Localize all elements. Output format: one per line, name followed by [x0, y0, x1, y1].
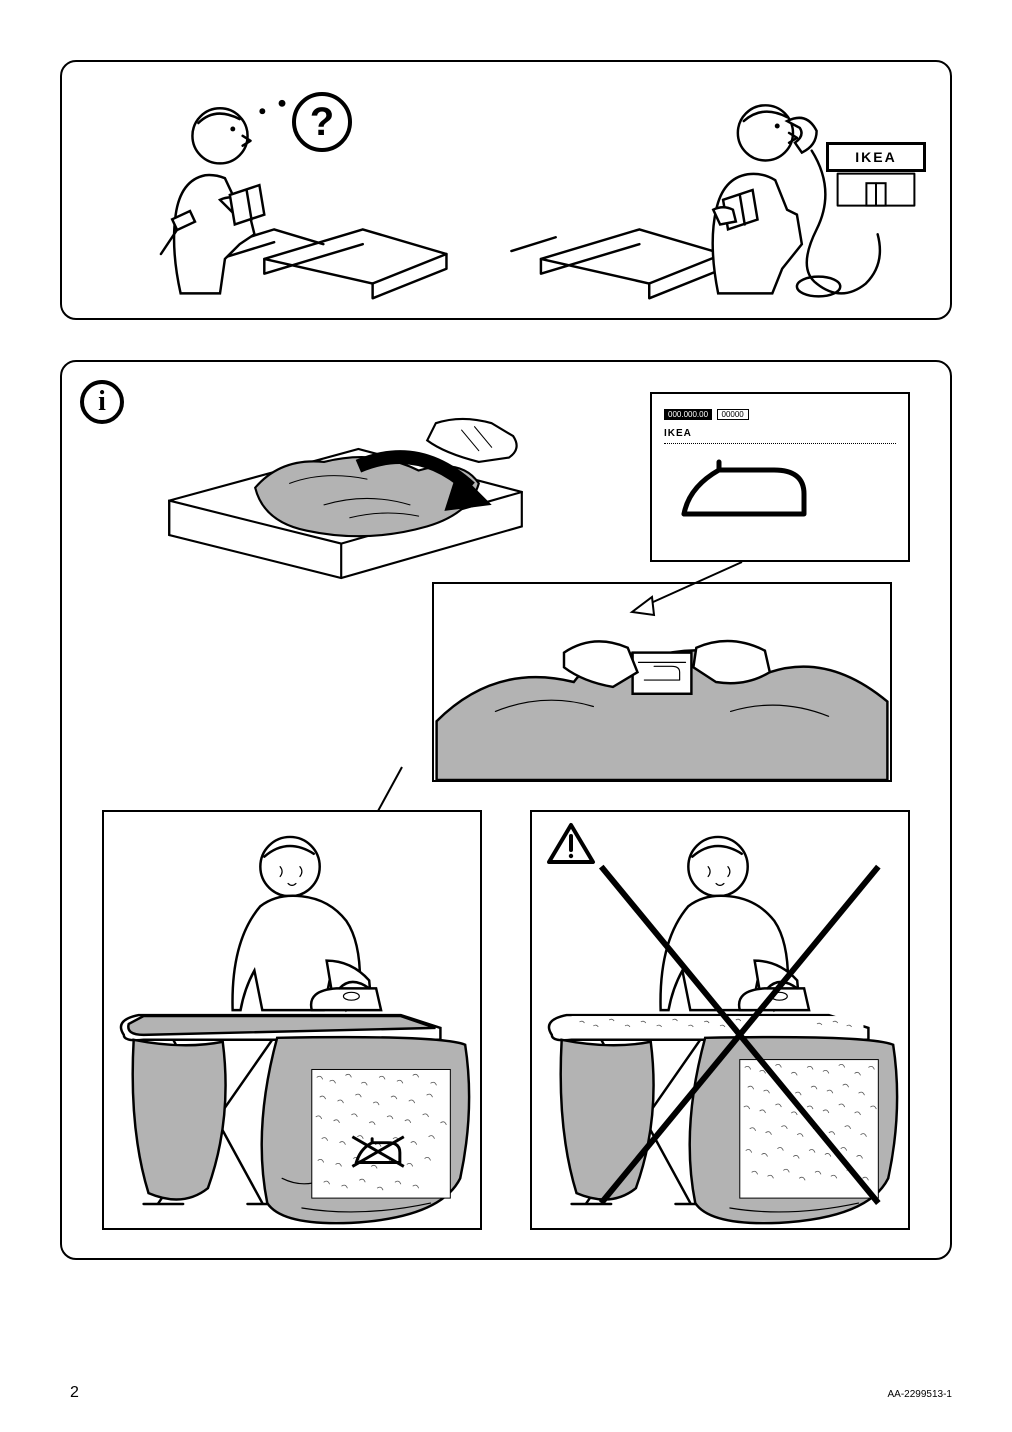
instruction-page: ?: [0, 0, 1012, 1432]
lot-number: 00000: [717, 409, 749, 420]
care-panel: i 000.000.00 00000 IKEA: [60, 360, 952, 1260]
tag-brand: IKEA: [664, 428, 896, 439]
ironing-wrong: [530, 810, 910, 1230]
page-number: 2: [70, 1384, 79, 1402]
warning-icon: [546, 822, 596, 866]
help-right-call-ikea: IKEA: [506, 62, 950, 318]
document-id: AA-2299513-1: [888, 1389, 953, 1400]
question-bubble: ?: [292, 92, 352, 152]
help-left-confused: ?: [62, 62, 506, 318]
page-footer: 2 AA-2299513-1: [70, 1384, 952, 1402]
care-label-detail: 000.000.00 00000 IKEA: [650, 392, 910, 562]
info-icon: i: [80, 380, 124, 424]
ironing-correct: [102, 810, 482, 1230]
ikea-store-sign: IKEA: [826, 142, 926, 172]
article-number: 000.000.00: [664, 409, 712, 420]
ikea-store: IKEA: [826, 142, 926, 212]
help-panel: ?: [60, 60, 952, 320]
iron-care-symbol: [664, 452, 824, 532]
